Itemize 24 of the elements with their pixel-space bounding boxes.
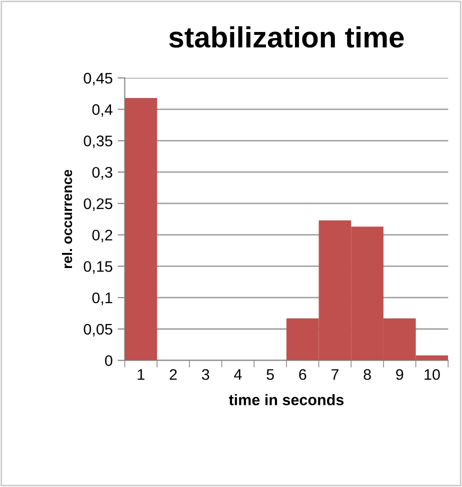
x-tick-label: 6 xyxy=(299,369,306,380)
y-tick-label: 0 xyxy=(105,355,112,366)
x-tick-label: 3 xyxy=(202,369,210,380)
chart-title: stabilization time xyxy=(169,26,404,48)
y-tick-label: 0,3 xyxy=(92,166,112,180)
x-tick-label: 7 xyxy=(331,369,338,380)
bar xyxy=(124,98,158,360)
y-tick-label: 0,35 xyxy=(84,136,112,148)
x-tick-label: 8 xyxy=(364,369,371,380)
y-tick-label: 0,05 xyxy=(84,324,112,336)
y-tick-label: 0,45 xyxy=(84,72,112,86)
x-tick-label: 1 xyxy=(138,369,144,380)
x-tick-label: 5 xyxy=(266,369,274,380)
x-axis-title: time in seconds xyxy=(228,394,344,406)
x-tick-label: 10 xyxy=(424,369,440,380)
y-tick-label: 0,1 xyxy=(92,292,112,306)
y-axis-title: rel. occurrence xyxy=(62,170,72,268)
y-tick-label: 0,25 xyxy=(84,198,112,211)
y-tick-label: 0,15 xyxy=(84,261,112,274)
y-tick-label: 0,4 xyxy=(92,104,112,117)
x-tick-label: 2 xyxy=(170,369,177,380)
x-tick-label: 4 xyxy=(234,369,242,380)
y-tick-label: 0,2 xyxy=(92,230,112,242)
x-tick-label: 9 xyxy=(396,369,404,380)
